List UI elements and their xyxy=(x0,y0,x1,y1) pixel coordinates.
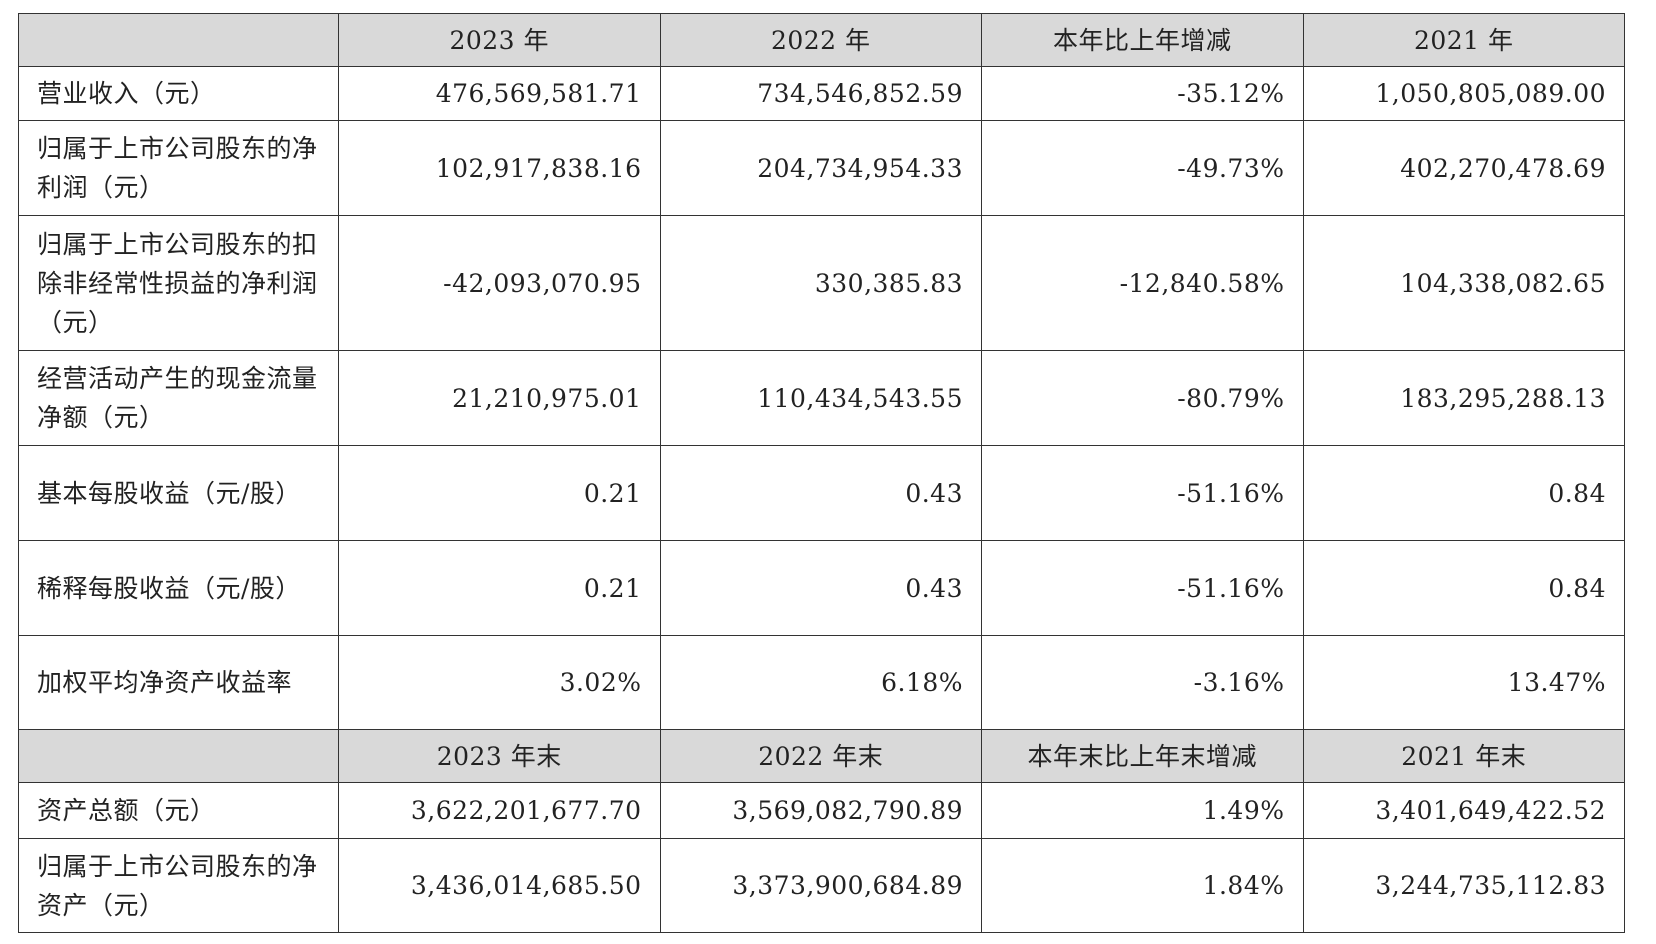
cell-value: 0.43 xyxy=(659,540,982,636)
cell-value: 104,338,082.65 xyxy=(1302,215,1625,351)
row-label: 稀释每股收益（元/股） xyxy=(18,540,339,636)
cell-value: 1.84% xyxy=(981,838,1304,933)
cell-value: 3,373,900,684.89 xyxy=(659,838,982,933)
financial-summary-table: 2023 年 2022 年本年比上年增减 2021 年营业收入（元） 476,569,… xyxy=(18,13,1625,933)
row-label: 资产总额（元） xyxy=(18,782,339,839)
table-row: 归属于上市公司股东的净资产（元） 3,436,014,685.50 3,373,90… xyxy=(18,838,1625,933)
column-header: 2021 年末 xyxy=(1302,729,1625,783)
cell-value: 1,050,805,089.00 xyxy=(1302,66,1625,121)
cell-value: -42,093,070.95 xyxy=(338,215,661,351)
cell-value: 3,436,014,685.50 xyxy=(338,838,661,933)
cell-value: 110,434,543.55 xyxy=(659,350,982,446)
cell-value: -51.16% xyxy=(981,540,1304,636)
cell-value: 3,622,201,677.70 xyxy=(338,782,661,839)
row-label: 归属于上市公司股东的净利润（元） xyxy=(18,120,339,216)
column-header: 2023 年 xyxy=(338,13,661,67)
table-row: 归属于上市公司股东的扣除非经常性损益的净利润（元） -42,093,070.95 3… xyxy=(18,215,1625,351)
column-header: 2022 年末 xyxy=(659,729,982,783)
cell-value: 183,295,288.13 xyxy=(1302,350,1625,446)
table-row: 加权平均净资产收益率 3.02% 6.18% -3.16% 13.47% xyxy=(18,635,1625,730)
cell-value: 0.84 xyxy=(1302,540,1625,636)
column-header: 2021 年 xyxy=(1302,13,1625,67)
cell-value: -3.16% xyxy=(981,635,1304,730)
cell-value: -80.79% xyxy=(981,350,1304,446)
header-row: 2023 年 2022 年本年比上年增减 2021 年 xyxy=(18,13,1625,67)
cell-value: 3.02% xyxy=(338,635,661,730)
cell-value: 0.84 xyxy=(1302,445,1625,541)
cell-value: -35.12% xyxy=(981,66,1304,121)
cell-value: 3,244,735,112.83 xyxy=(1302,838,1625,933)
row-label: 基本每股收益（元/股） xyxy=(18,445,339,541)
cell-value: 6.18% xyxy=(659,635,982,730)
table-row: 营业收入（元） 476,569,581.71 734,546,852.59 -35.1… xyxy=(18,66,1625,121)
cell-value: 0.21 xyxy=(338,540,661,636)
column-header: 2023 年末 xyxy=(338,729,661,783)
cell-value: 0.21 xyxy=(338,445,661,541)
cell-value: 204,734,954.33 xyxy=(659,120,982,216)
table-row: 稀释每股收益（元/股） 0.21 0.43 -51.16% 0.84 xyxy=(18,540,1625,636)
row-label: 经营活动产生的现金流量净额（元） xyxy=(18,350,339,446)
cell-value: 102,917,838.16 xyxy=(338,120,661,216)
cell-value: -51.16% xyxy=(981,445,1304,541)
column-header xyxy=(18,729,339,783)
column-header xyxy=(18,13,339,67)
column-header: 本年比上年增减 xyxy=(981,13,1304,67)
table-row: 归属于上市公司股东的净利润（元） 102,917,838.16 204,734,95… xyxy=(18,120,1625,216)
table-row: 经营活动产生的现金流量净额（元） 21,210,975.01 110,434,543… xyxy=(18,350,1625,446)
column-header: 2022 年 xyxy=(659,13,982,67)
cell-value: 476,569,581.71 xyxy=(338,66,661,121)
cell-value: 330,385.83 xyxy=(659,215,982,351)
row-label: 归属于上市公司股东的净资产（元） xyxy=(18,838,339,933)
table-row: 资产总额（元） 3,622,201,677.70 3,569,082,790.89 1… xyxy=(18,782,1625,839)
cell-value: -12,840.58% xyxy=(981,215,1304,351)
cell-value: 3,569,082,790.89 xyxy=(659,782,982,839)
cell-value: 3,401,649,422.52 xyxy=(1302,782,1625,839)
cell-value: -49.73% xyxy=(981,120,1304,216)
row-label: 营业收入（元） xyxy=(18,66,339,121)
cell-value: 734,546,852.59 xyxy=(659,66,982,121)
table-row: 基本每股收益（元/股） 0.21 0.43 -51.16% 0.84 xyxy=(18,445,1625,541)
row-label: 加权平均净资产收益率 xyxy=(18,635,339,730)
cell-value: 21,210,975.01 xyxy=(338,350,661,446)
cell-value: 1.49% xyxy=(981,782,1304,839)
column-header: 本年末比上年末增减 xyxy=(981,729,1304,783)
header-row: 2023 年末 2022 年末 本年末比上年末增减 2021 年末 xyxy=(18,729,1625,783)
row-label: 归属于上市公司股东的扣除非经常性损益的净利润（元） xyxy=(18,215,339,351)
cell-value: 402,270,478.69 xyxy=(1302,120,1625,216)
cell-value: 13.47% xyxy=(1302,635,1625,730)
cell-value: 0.43 xyxy=(659,445,982,541)
